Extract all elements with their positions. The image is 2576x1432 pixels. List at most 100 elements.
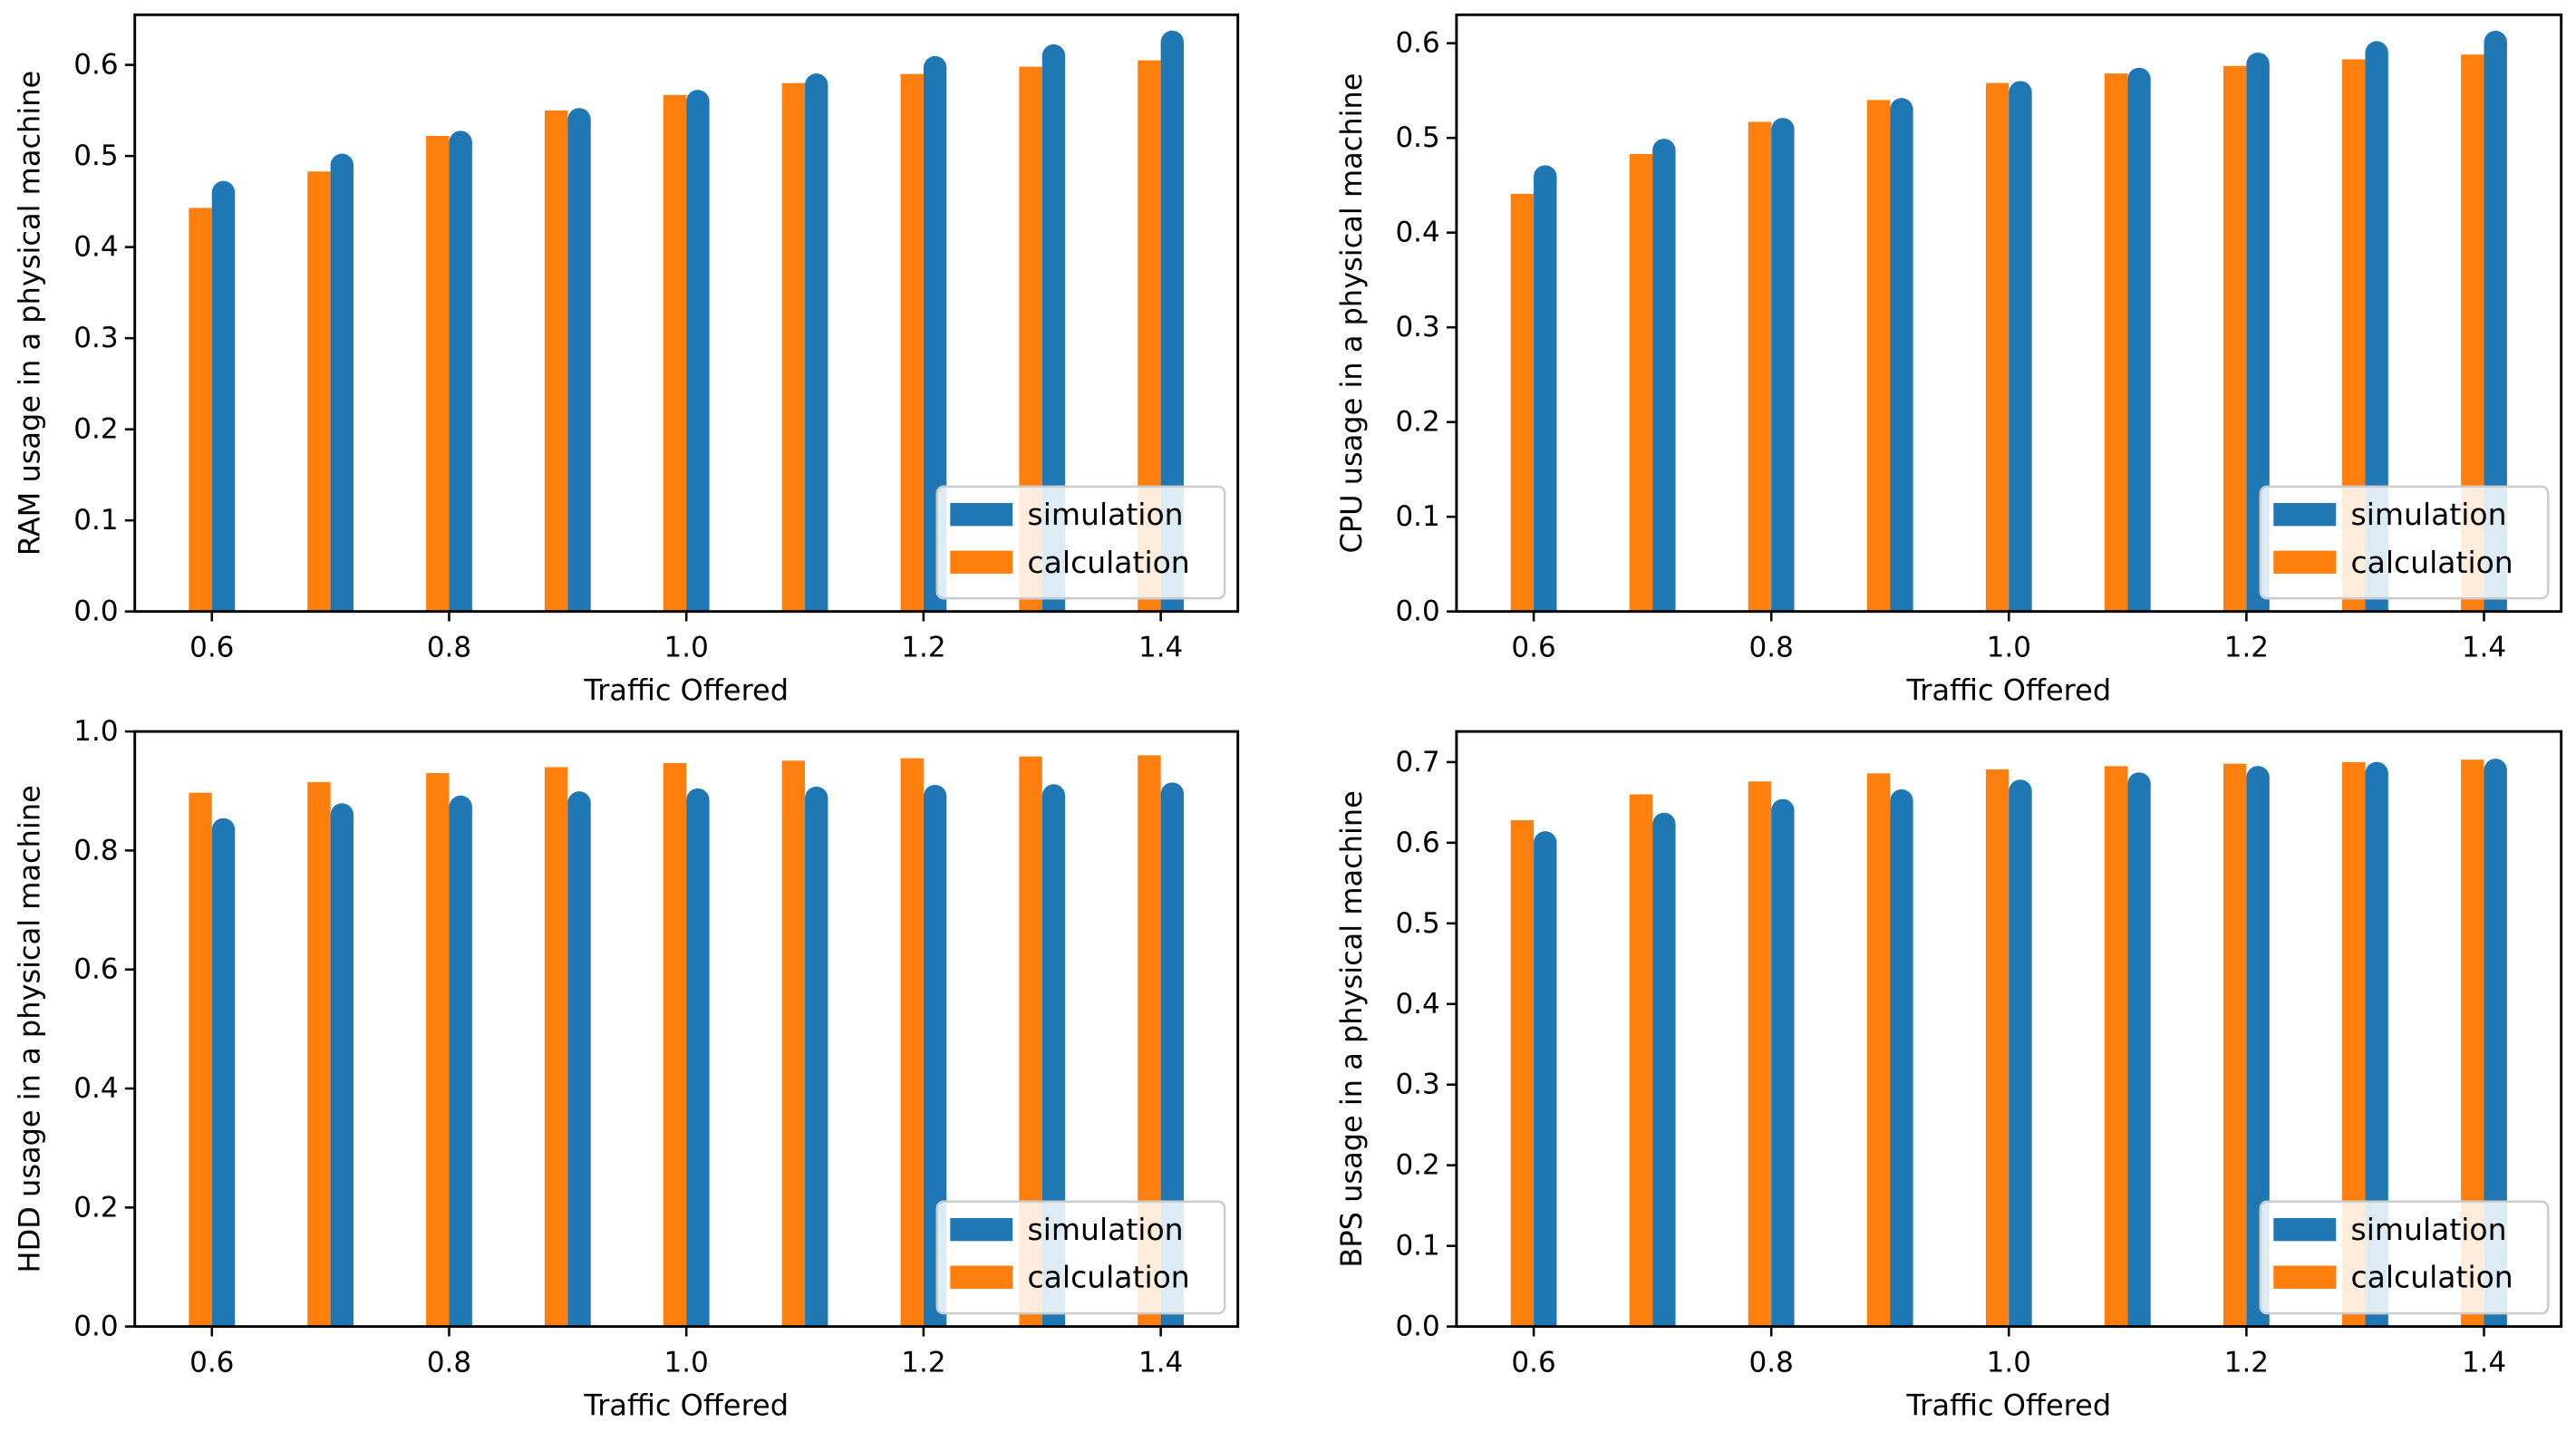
bps-simulation-marker bbox=[1771, 798, 1795, 822]
hdd-x-tick-label: 1.0 bbox=[664, 1347, 709, 1379]
cpu-simulation-marker bbox=[2009, 81, 2032, 104]
ram-legend-label-simulation: simulation bbox=[1028, 497, 1184, 532]
ram-legend-swatch-calculation bbox=[950, 550, 1013, 574]
hdd-simulation-marker bbox=[449, 795, 472, 819]
hdd-legend: simulation calculation bbox=[935, 1200, 1226, 1315]
hdd-legend-label-simulation: simulation bbox=[1028, 1212, 1184, 1247]
ram-simulation-bar bbox=[805, 84, 828, 612]
bps-y-axis-label: BPS usage in a physical machine bbox=[1334, 790, 1369, 1267]
bps-legend-swatch-calculation bbox=[2273, 1265, 2337, 1289]
hdd-simulation-marker bbox=[923, 784, 947, 808]
cpu-legend: simulation calculation bbox=[2259, 485, 2550, 600]
hdd-calculation-bar bbox=[781, 760, 806, 1327]
ram-y-tick-label: 0.0 bbox=[73, 595, 118, 628]
hdd-x-tick-label: 0.6 bbox=[189, 1347, 234, 1379]
cpu-y-tick-label: 0.0 bbox=[1395, 595, 1439, 628]
hdd-y-tick-label: 1.0 bbox=[73, 715, 118, 748]
ram-legend-swatch-simulation bbox=[950, 502, 1013, 527]
bps-y-tick-label: 0.3 bbox=[1395, 1069, 1439, 1101]
bps-legend-label-simulation: simulation bbox=[2351, 1212, 2507, 1247]
bps-simulation-marker bbox=[2127, 772, 2151, 796]
hdd-simulation-marker bbox=[686, 788, 710, 812]
ram-y-tick-label: 0.6 bbox=[73, 49, 118, 82]
bps-simulation-bar bbox=[1652, 824, 1676, 1327]
ram-y-tick-label: 0.2 bbox=[73, 413, 118, 446]
ram-legend: simulation calculation bbox=[935, 485, 1226, 600]
ram-y-tick-label: 0.3 bbox=[73, 322, 118, 354]
hdd-x-axis-label: Traffic Offered bbox=[583, 1388, 789, 1423]
hdd-simulation-marker bbox=[1041, 784, 1066, 808]
hdd-calculation-bar bbox=[307, 781, 331, 1327]
hdd-simulation-bar bbox=[330, 814, 354, 1327]
hdd-legend-swatch-simulation bbox=[950, 1217, 1013, 1242]
ram-calculation-bar bbox=[781, 82, 806, 612]
hdd-simulation-marker bbox=[567, 791, 591, 815]
bps-calculation-bar bbox=[2223, 763, 2247, 1327]
ram-y-axis-label: RAM usage in a physical machine bbox=[13, 71, 47, 556]
cpu-simulation-bar bbox=[1890, 109, 1913, 612]
cpu-simulation-marker bbox=[1771, 118, 1795, 141]
cpu-x-tick-label: 0.8 bbox=[1749, 632, 1794, 664]
cpu-simulation-bar bbox=[2127, 79, 2151, 612]
ram-simulation-bar bbox=[567, 119, 591, 612]
bps-calculation-bar bbox=[2104, 766, 2128, 1327]
cpu-legend-label-simulation: simulation bbox=[2351, 497, 2507, 532]
bps-y-tick-label: 0.2 bbox=[1395, 1149, 1439, 1182]
hdd-y-tick-label: 0.0 bbox=[73, 1311, 118, 1343]
cpu-x-tick-label: 0.6 bbox=[1511, 632, 1555, 664]
cpu-calculation-bar bbox=[1748, 121, 1772, 612]
ram-simulation-marker bbox=[923, 55, 947, 80]
hdd-calculation-bar bbox=[426, 773, 450, 1327]
hdd-calculation-bar bbox=[900, 758, 924, 1327]
bps-panel: 0.0 0.1 0.2 0.3 0.4 0.5 0.6 0.7 0.6 0.8 1.0 1.2 1.4 T… bbox=[1334, 730, 2563, 1423]
hdd-simulation-marker bbox=[330, 803, 354, 827]
hdd-legend-swatch-calculation bbox=[950, 1265, 1013, 1289]
cpu-calculation-bar bbox=[1866, 100, 1891, 612]
cpu-y-tick-label: 0.2 bbox=[1395, 406, 1439, 439]
ram-x-tick-label: 0.6 bbox=[189, 632, 234, 664]
bps-y-tick-label: 0.5 bbox=[1395, 907, 1439, 940]
ram-simulation-marker bbox=[1160, 30, 1185, 54]
cpu-x-tick-label: 1.4 bbox=[2462, 632, 2506, 664]
bps-calculation-bar bbox=[1985, 769, 2009, 1327]
bps-calculation-bar bbox=[1629, 794, 1653, 1327]
cpu-calculation-bar bbox=[1985, 82, 2009, 612]
hdd-axes-frame bbox=[133, 730, 1240, 1329]
cpu-simulation-marker bbox=[2246, 52, 2270, 76]
bps-x-tick-label: 1.4 bbox=[2462, 1347, 2506, 1379]
ram-simulation-marker bbox=[211, 180, 236, 205]
ram-simulation-marker bbox=[449, 131, 472, 154]
bps-simulation-marker bbox=[1652, 812, 1676, 837]
bps-y-tick-label: 0.6 bbox=[1395, 827, 1439, 859]
bps-y-tick-label: 0.1 bbox=[1395, 1230, 1439, 1263]
cpu-simulation-marker bbox=[2484, 30, 2507, 54]
bps-simulation-marker bbox=[2365, 761, 2388, 786]
ram-x-axis-label: Traffic Offered bbox=[583, 673, 789, 708]
ram-calculation-bar bbox=[544, 110, 568, 612]
cpu-y-tick-label: 0.5 bbox=[1395, 121, 1439, 154]
ram-y-tick-label: 0.5 bbox=[73, 140, 118, 172]
cpu-simulation-bar bbox=[1534, 177, 1557, 612]
hdd-calculation-bar bbox=[663, 762, 687, 1327]
hdd-calculation-bar bbox=[189, 792, 212, 1327]
cpu-simulation-marker bbox=[1890, 98, 1913, 121]
ram-simulation-marker bbox=[567, 108, 591, 131]
hdd-simulation-bar bbox=[211, 829, 236, 1327]
ram-simulation-bar bbox=[686, 101, 710, 612]
bps-legend-label-calculation: calculation bbox=[2351, 1260, 2513, 1295]
ram-simulation-marker bbox=[805, 73, 828, 97]
ram-calculation-bar bbox=[307, 171, 331, 612]
ram-calculation-bar bbox=[426, 136, 450, 612]
cpu-y-tick-label: 0.4 bbox=[1395, 217, 1439, 249]
ram-simulation-marker bbox=[1041, 44, 1066, 68]
bps-x-tick-label: 0.8 bbox=[1749, 1347, 1794, 1379]
cpu-legend-swatch-simulation bbox=[2273, 502, 2337, 527]
ram-calculation-bar bbox=[900, 73, 924, 612]
bps-calculation-bar bbox=[1510, 819, 1535, 1327]
cpu-legend-label-calculation: calculation bbox=[2351, 545, 2513, 580]
ram-calculation-bar bbox=[189, 208, 212, 612]
bps-simulation-marker bbox=[2246, 766, 2270, 789]
cpu-y-axis-label: CPU usage in a physical machine bbox=[1334, 73, 1369, 554]
bps-simulation-bar bbox=[1771, 810, 1795, 1327]
